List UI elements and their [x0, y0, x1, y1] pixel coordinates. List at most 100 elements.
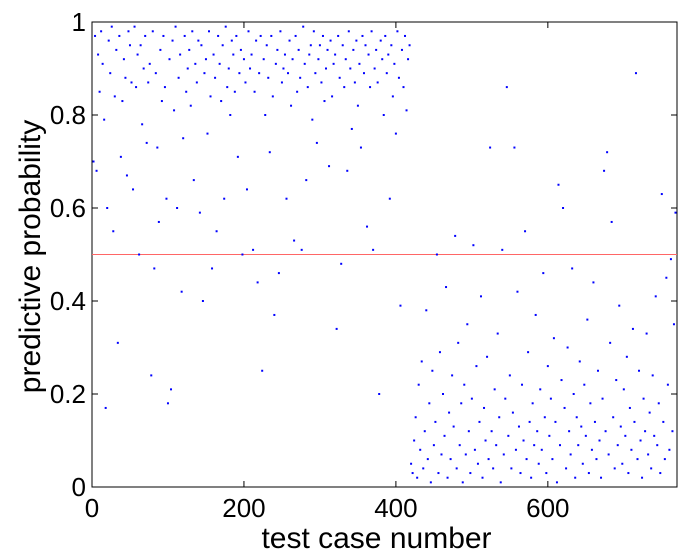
data-point	[533, 444, 536, 447]
data-point	[484, 439, 487, 442]
data-point	[188, 48, 191, 51]
data-point	[404, 34, 407, 37]
data-point	[498, 416, 501, 419]
data-point	[265, 44, 268, 47]
data-point	[583, 383, 586, 386]
data-point	[288, 39, 291, 42]
data-point	[379, 39, 382, 42]
data-point	[338, 76, 341, 79]
data-point	[419, 448, 422, 451]
data-point	[600, 476, 603, 479]
data-point	[282, 67, 285, 70]
data-point	[435, 253, 438, 256]
data-point	[540, 448, 543, 451]
data-point	[461, 481, 464, 484]
data-point	[279, 30, 282, 33]
data-point	[562, 207, 565, 209]
data-point	[233, 90, 236, 93]
data-point	[668, 448, 671, 451]
data-point	[454, 234, 457, 237]
data-point	[227, 67, 230, 70]
data-point	[618, 304, 621, 307]
data-point	[557, 183, 560, 186]
data-point	[669, 258, 672, 261]
data-point	[572, 393, 575, 395]
data-point	[382, 114, 385, 116]
data-point	[448, 411, 451, 414]
data-point	[425, 309, 428, 312]
data-point	[124, 76, 127, 79]
data-point	[270, 34, 273, 37]
data-point	[118, 34, 121, 37]
data-point	[204, 58, 207, 61]
data-point	[306, 86, 309, 89]
data-point	[285, 197, 288, 200]
data-point	[101, 62, 104, 65]
data-point	[293, 239, 296, 242]
data-point	[654, 295, 657, 298]
data-point	[100, 30, 103, 33]
data-point	[358, 62, 361, 65]
data-point	[92, 160, 95, 163]
data-point	[95, 169, 98, 172]
data-point	[429, 481, 432, 484]
data-point	[221, 44, 224, 47]
data-point	[250, 53, 253, 56]
data-point	[507, 434, 510, 437]
data-point	[274, 62, 277, 65]
data-point	[569, 453, 572, 456]
data-point	[195, 81, 198, 84]
data-point	[645, 332, 648, 335]
data-point	[154, 72, 157, 75]
data-point	[622, 388, 625, 391]
data-point	[615, 379, 618, 382]
data-point	[659, 472, 662, 475]
data-point	[121, 100, 124, 103]
data-point	[560, 379, 563, 382]
data-point	[215, 230, 218, 233]
data-point	[255, 39, 258, 42]
data-point	[613, 467, 616, 470]
data-point	[239, 48, 242, 51]
data-point	[566, 346, 569, 349]
data-point	[543, 416, 546, 419]
data-point	[300, 248, 303, 251]
data-point	[325, 67, 327, 70]
data-point	[495, 444, 498, 447]
data-point	[490, 430, 493, 433]
data-point	[674, 211, 677, 214]
data-point	[411, 472, 414, 475]
data-point	[660, 193, 663, 196]
data-point	[452, 425, 455, 428]
data-point	[621, 462, 624, 465]
data-point	[551, 458, 554, 461]
data-point	[577, 444, 580, 447]
data-point	[537, 462, 540, 465]
data-point	[355, 39, 358, 42]
data-point	[156, 146, 159, 149]
data-point	[390, 44, 393, 47]
data-point	[308, 53, 311, 56]
data-point	[414, 416, 417, 419]
data-point	[148, 62, 151, 65]
plot-area	[91, 21, 678, 488]
data-point	[170, 388, 173, 391]
data-point	[634, 72, 637, 75]
data-point	[110, 25, 113, 28]
data-point	[115, 48, 118, 51]
y-tick-label: 1	[72, 7, 86, 37]
data-point	[122, 58, 125, 61]
data-point	[603, 169, 606, 172]
data-point	[112, 230, 115, 233]
data-point	[549, 397, 552, 400]
data-point	[420, 360, 423, 363]
data-point	[466, 323, 469, 326]
data-point	[366, 225, 369, 228]
data-point	[249, 67, 252, 70]
data-point	[268, 151, 271, 154]
data-point	[343, 86, 346, 89]
data-point	[492, 467, 495, 470]
data-point	[530, 476, 533, 479]
data-point	[245, 188, 248, 191]
